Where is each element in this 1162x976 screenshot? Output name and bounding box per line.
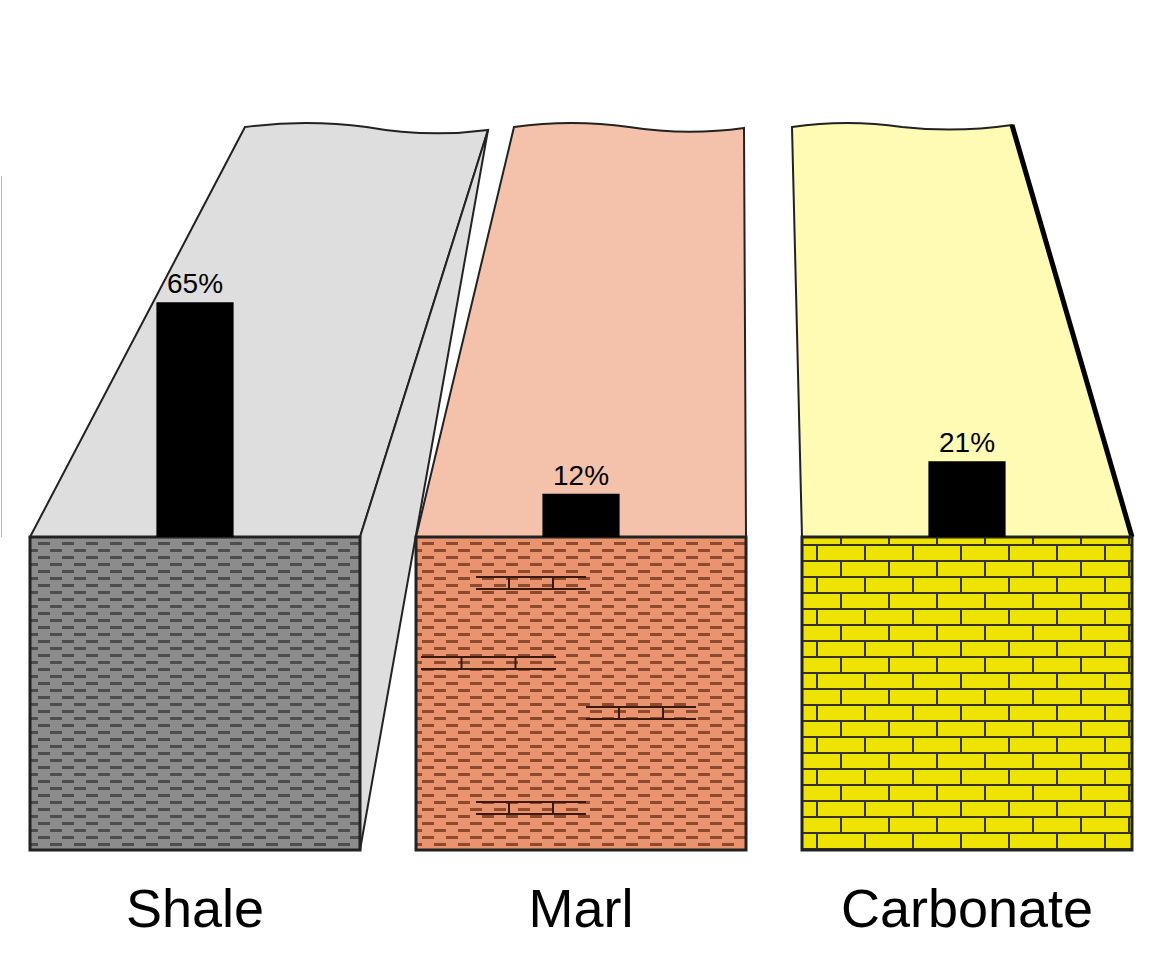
svg-text:Marl: Marl [529,878,634,938]
svg-text:65%: 65% [167,268,223,299]
svg-text:12%: 12% [553,460,609,491]
svg-text:21%: 21% [939,427,995,458]
svg-text:Shale: Shale [126,878,264,938]
svg-text:Carbonate: Carbonate [841,878,1093,938]
